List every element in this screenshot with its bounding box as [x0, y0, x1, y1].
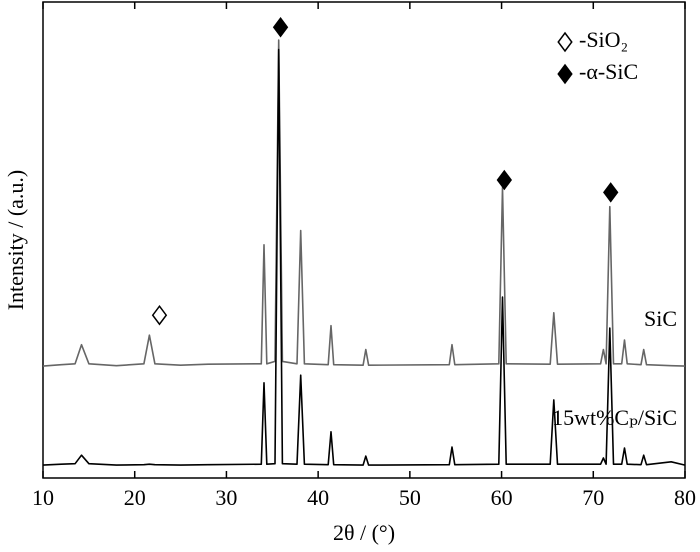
y-axis-title: Intensity / (a.u.)	[3, 170, 28, 311]
series-label: 15wt%Cₚ/SiC	[552, 405, 677, 430]
x-tick-label: 10	[32, 485, 54, 510]
series-line	[42, 39, 686, 367]
x-tick-label: 50	[399, 485, 421, 510]
peak-marker	[603, 182, 619, 203]
legend-label: -α-SiC	[579, 59, 638, 84]
peak-marker	[151, 304, 168, 326]
peak-marker	[272, 16, 289, 38]
x-tick-label: 70	[582, 485, 604, 510]
legend-label: -SiO₂	[579, 27, 628, 52]
plot-frame	[42, 1, 686, 479]
x-tick-label: 20	[124, 485, 146, 510]
legend-symbol	[557, 63, 573, 85]
x-tick-label: 80	[674, 485, 696, 510]
x-tick-label: 30	[215, 485, 237, 510]
x-tick-label: 60	[491, 485, 513, 510]
series-label: SiC	[644, 306, 677, 331]
x-axis-title: 2θ / (°)	[333, 520, 395, 545]
series-line	[42, 48, 686, 466]
peak-marker	[496, 169, 513, 191]
x-tick-label: 40	[307, 485, 329, 510]
legend-symbol	[557, 31, 573, 53]
